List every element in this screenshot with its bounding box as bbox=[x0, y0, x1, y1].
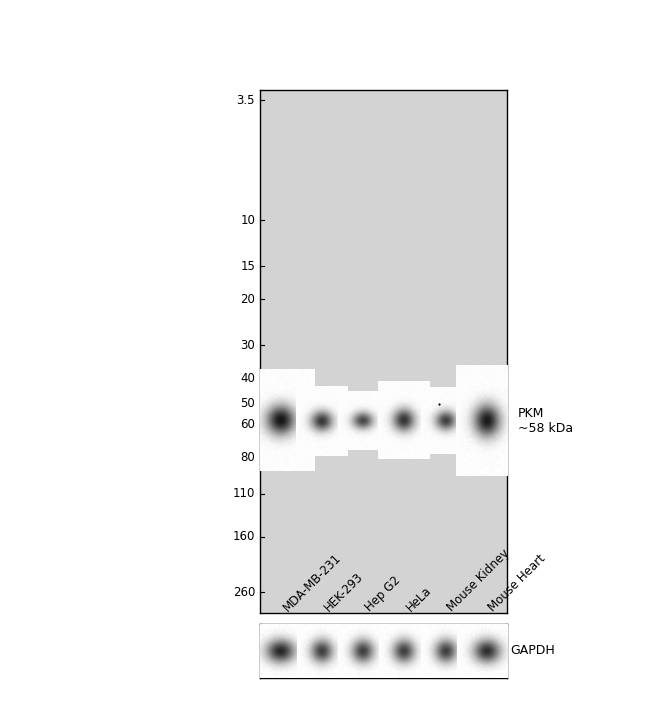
Text: PKM
~58 kDa: PKM ~58 kDa bbox=[518, 407, 573, 435]
Text: 110: 110 bbox=[233, 488, 255, 500]
Text: Mouse Kidney: Mouse Kidney bbox=[445, 547, 512, 614]
Text: 30: 30 bbox=[240, 339, 255, 352]
Text: 40: 40 bbox=[240, 372, 255, 385]
Text: HEK-293: HEK-293 bbox=[322, 570, 366, 614]
Text: MDA-MB-231: MDA-MB-231 bbox=[281, 551, 344, 614]
Text: 80: 80 bbox=[240, 451, 255, 464]
Text: 15: 15 bbox=[240, 260, 255, 272]
Text: 60: 60 bbox=[240, 418, 255, 431]
Text: 3.5: 3.5 bbox=[237, 94, 255, 107]
Text: 20: 20 bbox=[240, 293, 255, 305]
Text: Mouse Heart: Mouse Heart bbox=[486, 552, 549, 614]
Text: Hep G2: Hep G2 bbox=[363, 574, 403, 614]
Text: GAPDH: GAPDH bbox=[510, 644, 555, 657]
Text: 260: 260 bbox=[233, 586, 255, 599]
Text: 160: 160 bbox=[233, 530, 255, 543]
Text: HeLa: HeLa bbox=[404, 584, 434, 614]
Text: 10: 10 bbox=[240, 214, 255, 227]
Text: 50: 50 bbox=[240, 397, 255, 410]
